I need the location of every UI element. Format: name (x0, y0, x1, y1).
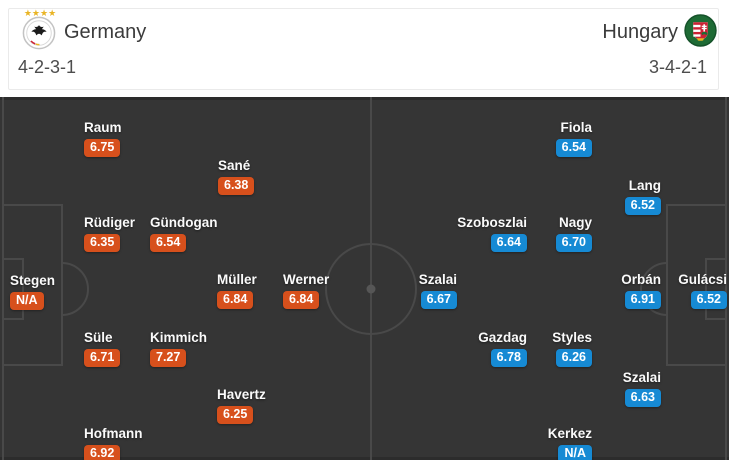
player-rating-badge: 6.26 (555, 349, 592, 367)
player-stegen[interactable]: Stegen N/A (10, 273, 55, 310)
player-name: Szalai (622, 370, 661, 385)
player-szalai[interactable]: Szalai 6.63 (623, 370, 661, 407)
player-name: Gazdag (478, 330, 527, 345)
player-rating-badge: 6.52 (690, 291, 727, 309)
player-rating-badge: 6.52 (624, 197, 661, 215)
player-rating-badge: 6.63 (624, 389, 661, 407)
pitch-markings (0, 97, 729, 460)
player-rating-badge: 6.70 (555, 234, 592, 252)
player-rating-badge: 6.91 (624, 291, 661, 309)
player-rating-badge: 6.25 (217, 406, 254, 424)
player-name: Gündogan (150, 215, 218, 230)
player-gazdag[interactable]: Gazdag 6.78 (478, 330, 527, 367)
player-name: Müller (217, 272, 257, 287)
home-team-name: Germany (64, 21, 147, 43)
away-team-name: Hungary (602, 21, 678, 43)
pitch: Stegen N/A Raum 6.75 Rüdiger 6.35 Süle 6… (0, 97, 729, 460)
player-rating-badge: 6.78 (490, 349, 527, 367)
player-name: Havertz (217, 387, 266, 402)
player-rating-badge: 6.84 (217, 291, 254, 309)
player-werner[interactable]: Werner 6.84 (283, 272, 329, 309)
player-name: Stegen (10, 273, 56, 288)
player-rating-badge: N/A (10, 292, 44, 310)
player-name: Sané (218, 158, 251, 173)
player-name: Fiola (560, 120, 592, 135)
player-fiola[interactable]: Fiola 6.54 (555, 120, 592, 157)
player-name: Kimmich (150, 330, 208, 345)
player-name: Hofmann (84, 426, 143, 441)
player-name: Rüdiger (84, 215, 136, 230)
home-formation: 4-2-3-1 (18, 57, 77, 77)
player-raum[interactable]: Raum 6.75 (84, 120, 122, 157)
player-name: Szoboszlai (457, 215, 527, 230)
player-name: Nagy (558, 215, 592, 230)
player-name: Süle (84, 330, 113, 345)
player-muller[interactable]: Müller 6.84 (217, 272, 257, 309)
player-hofmann[interactable]: Hofmann 6.92 (84, 426, 143, 460)
player-gulacsi[interactable]: Gulácsi 6.52 (678, 272, 727, 309)
player-name: Raum (84, 120, 122, 135)
germany-crest-icon (22, 16, 56, 50)
player-sule[interactable]: Süle 6.71 (84, 330, 121, 367)
player-rating-badge: 6.38 (218, 177, 255, 195)
player-rating-badge: 6.54 (555, 139, 592, 157)
player-szalai[interactable]: Szalai 6.67 (419, 272, 457, 309)
player-name: Kerkez (547, 426, 592, 441)
player-sane[interactable]: Sané 6.38 (218, 158, 255, 195)
player-rating-badge: 6.54 (150, 234, 187, 252)
hungary-crest-icon (684, 14, 717, 47)
player-styles[interactable]: Styles 6.26 (552, 330, 592, 367)
player-rating-badge: 6.71 (84, 349, 121, 367)
player-rating-badge: 6.35 (84, 234, 121, 252)
player-name: Styles (552, 330, 592, 345)
player-rating-badge: 6.75 (84, 139, 121, 157)
player-gundogan[interactable]: Gündogan 6.54 (150, 215, 218, 252)
player-kerkez[interactable]: Kerkez N/A (548, 426, 592, 460)
player-kimmich[interactable]: Kimmich 7.27 (150, 330, 207, 367)
player-name: Szalai (418, 272, 457, 287)
player-rating-badge: 6.67 (420, 291, 457, 309)
player-rudiger[interactable]: Rüdiger 6.35 (84, 215, 135, 252)
player-orban[interactable]: Orbán 6.91 (621, 272, 661, 309)
player-nagy[interactable]: Nagy 6.70 (555, 215, 592, 252)
player-rating-badge: 6.64 (490, 234, 527, 252)
player-name: Werner (283, 272, 330, 287)
player-name: Lang (628, 178, 661, 193)
player-havertz[interactable]: Havertz 6.25 (217, 387, 266, 424)
player-rating-badge: 6.92 (84, 445, 121, 460)
player-lang[interactable]: Lang 6.52 (624, 178, 661, 215)
player-rating-badge: 7.27 (150, 349, 187, 367)
match-header: ★★★★ Germany 4-2-3-1 Hungary 3-4- (8, 8, 719, 90)
player-name: Orbán (621, 272, 661, 287)
germany-stars: ★★★★ (23, 8, 57, 18)
player-szoboszlai[interactable]: Szoboszlai 6.64 (457, 215, 527, 252)
player-name: Gulácsi (678, 272, 727, 287)
player-rating-badge: N/A (558, 445, 592, 460)
player-rating-badge: 6.84 (283, 291, 320, 309)
away-formation: 3-4-2-1 (648, 57, 707, 77)
